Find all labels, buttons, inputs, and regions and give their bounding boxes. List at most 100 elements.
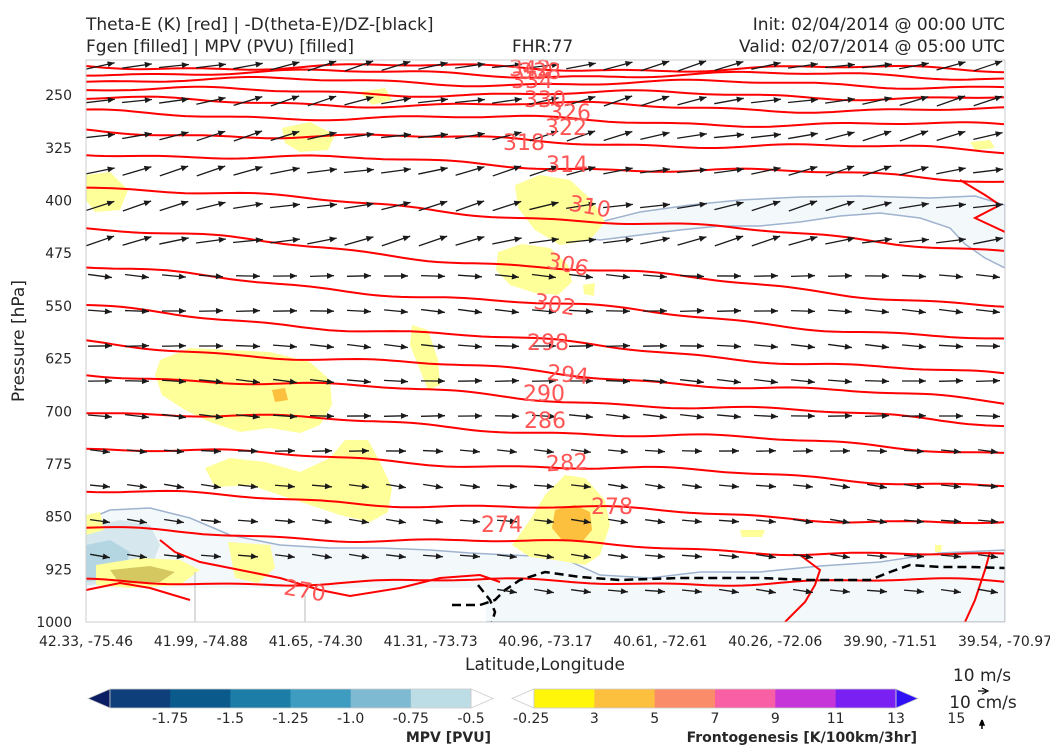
theta-e-contour-label: 314	[546, 153, 588, 178]
wind-vector-head	[324, 483, 332, 490]
wind-vector-head	[107, 132, 115, 139]
wind-vector-head	[884, 62, 892, 69]
wind-vector-head	[733, 273, 741, 280]
colorbar-tick-label: -0.5	[457, 711, 484, 727]
colorbar-tick-label: -1.0	[337, 711, 364, 727]
wind-vector-head	[514, 236, 522, 243]
theta-e-contour	[86, 304, 1005, 375]
wind-vector-head	[217, 130, 226, 137]
wind-vector-head	[770, 378, 778, 385]
wind-vector-head	[141, 273, 149, 280]
theta-e-contour	[784, 554, 822, 622]
wind-vector-head	[881, 412, 889, 419]
wind-vector-head	[328, 60, 337, 67]
wind-vector-head	[731, 553, 739, 560]
wind-vector-head	[587, 165, 596, 172]
wind-vector-head	[844, 308, 852, 315]
wind-vector-head	[847, 236, 855, 243]
x-tick-label: 40.26, -72.06	[728, 634, 822, 650]
wind-vector-head	[176, 483, 184, 490]
wind-vector-head	[287, 553, 295, 560]
wind-vector-head	[662, 202, 670, 209]
wind-vector-head	[879, 518, 887, 525]
init-time: Init: 02/04/2014 @ 00:00 UTC	[752, 15, 1005, 35]
wind-vector-head	[694, 588, 702, 595]
wind-vector-head	[324, 447, 332, 454]
wind-vector-head	[620, 588, 628, 595]
wind-vector-head	[326, 413, 334, 420]
wind-vector-head	[176, 553, 184, 560]
wind-vector-head	[252, 343, 260, 350]
wind-vector-head	[583, 553, 591, 560]
wind-vector-head	[585, 308, 593, 315]
wind-vector-head	[366, 201, 374, 208]
wind-vector-head	[622, 342, 630, 349]
theta-e-contour	[964, 551, 991, 622]
wind-vector-head	[361, 447, 369, 454]
wind-vector-head	[181, 131, 189, 137]
wind-vector-head	[958, 237, 966, 243]
wind-vector-head	[994, 95, 1003, 102]
theta-e-contour-label: 278	[591, 495, 633, 520]
wind-vector-head	[107, 166, 115, 173]
wind-vector-head	[291, 95, 300, 102]
theta-e-contour	[86, 68, 1005, 81]
fgen-fill-region	[86, 172, 128, 212]
wind-vector-head	[662, 167, 670, 173]
wind-vector-head	[583, 448, 591, 455]
wind-vector-head	[366, 167, 374, 174]
theta-e-contour	[86, 489, 1005, 525]
wind-vector-head	[698, 60, 707, 67]
colorbar-segment	[715, 689, 776, 708]
theta-e-contour	[86, 108, 1005, 128]
wind-vector-head	[622, 308, 630, 315]
wind-vector-head	[733, 307, 741, 314]
wind-vector-head	[218, 62, 226, 69]
theta-e-contour-label: 330	[524, 88, 566, 113]
wind-vector-head	[550, 130, 559, 137]
vector-key-horizontal-arrow	[978, 687, 990, 695]
wind-vector-head	[696, 273, 704, 280]
wind-vector-head	[735, 60, 744, 67]
wind-vector-head	[807, 272, 815, 279]
wind-vector-head	[810, 61, 818, 68]
wind-vector-head	[250, 483, 258, 490]
colorbar-segment	[410, 689, 472, 708]
wind-vector-head	[363, 343, 371, 350]
wind-vector-head	[953, 588, 961, 595]
wind-vector-head	[805, 553, 813, 560]
colorbar-tick-label: -1.5	[217, 711, 244, 727]
wind-vector-head	[585, 413, 593, 420]
below-ground-region	[86, 588, 486, 622]
wind-vector-head	[509, 448, 517, 455]
wind-vector-head	[546, 483, 554, 490]
wind-vector-head	[403, 132, 411, 139]
x-tick-label: 39.90, -71.51	[843, 634, 937, 650]
wind-vector-head	[622, 378, 630, 385]
wind-vector-head	[624, 95, 633, 102]
wind-vector-head	[624, 130, 633, 137]
wind-vector-head	[918, 308, 926, 315]
wind-vector-head	[805, 483, 813, 490]
wind-vector-head	[291, 61, 300, 67]
wind-vector-head	[842, 553, 850, 560]
x-tick-label: 40.61, -72.61	[613, 634, 707, 650]
filled-contours	[86, 88, 1005, 622]
wind-vector-head	[213, 448, 221, 455]
wind-vector-head	[178, 307, 186, 314]
wind-vector-head	[104, 413, 112, 420]
wind-vector-head	[511, 377, 519, 384]
wind-vector-head	[474, 377, 482, 384]
wind-vector-head	[768, 588, 776, 595]
wind-vector-head	[511, 273, 519, 280]
wind-vector-head	[440, 166, 448, 173]
wind-vector-head	[587, 130, 596, 137]
wind-vector-head	[958, 202, 966, 209]
wind-vector-head	[657, 483, 665, 490]
wind-vector-head	[548, 308, 556, 315]
wind-vector-head	[620, 483, 628, 490]
wind-vector-head	[363, 412, 371, 419]
wind-vector-head	[659, 307, 667, 314]
theta-e-contour	[86, 339, 1005, 405]
wind-vector-head	[990, 448, 998, 455]
